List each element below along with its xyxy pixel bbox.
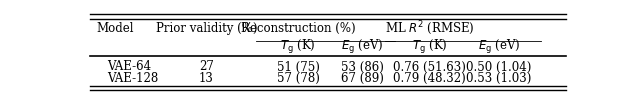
Text: Prior validity (%): Prior validity (%) xyxy=(156,22,257,35)
Text: 57 (78): 57 (78) xyxy=(277,72,319,85)
Text: 0.76 (51.63): 0.76 (51.63) xyxy=(393,61,466,74)
Text: $T_{\mathrm{g}}$ (K): $T_{\mathrm{g}}$ (K) xyxy=(412,38,447,55)
Text: Reconstruction (%): Reconstruction (%) xyxy=(241,22,356,35)
Text: VAE-128: VAE-128 xyxy=(108,72,159,85)
Text: 0.79 (48.32): 0.79 (48.32) xyxy=(394,72,466,85)
Text: Model: Model xyxy=(96,22,134,35)
Text: $E_{\mathrm{g}}$ (eV): $E_{\mathrm{g}}$ (eV) xyxy=(478,38,520,55)
Text: 67 (89): 67 (89) xyxy=(341,72,384,85)
Text: 27: 27 xyxy=(199,61,214,74)
Text: 51 (75): 51 (75) xyxy=(277,61,319,74)
Text: 0.53 (1.03): 0.53 (1.03) xyxy=(467,72,532,85)
Text: 0.50 (1.04): 0.50 (1.04) xyxy=(467,61,532,74)
Text: 13: 13 xyxy=(199,72,214,85)
Text: $T_{\mathrm{g}}$ (K): $T_{\mathrm{g}}$ (K) xyxy=(280,38,316,55)
Text: 53 (86): 53 (86) xyxy=(341,61,384,74)
Text: $E_{\mathrm{g}}$ (eV): $E_{\mathrm{g}}$ (eV) xyxy=(342,38,384,55)
Text: VAE-64: VAE-64 xyxy=(108,61,152,74)
Text: ML $R^2$ (RMSE): ML $R^2$ (RMSE) xyxy=(385,19,474,37)
